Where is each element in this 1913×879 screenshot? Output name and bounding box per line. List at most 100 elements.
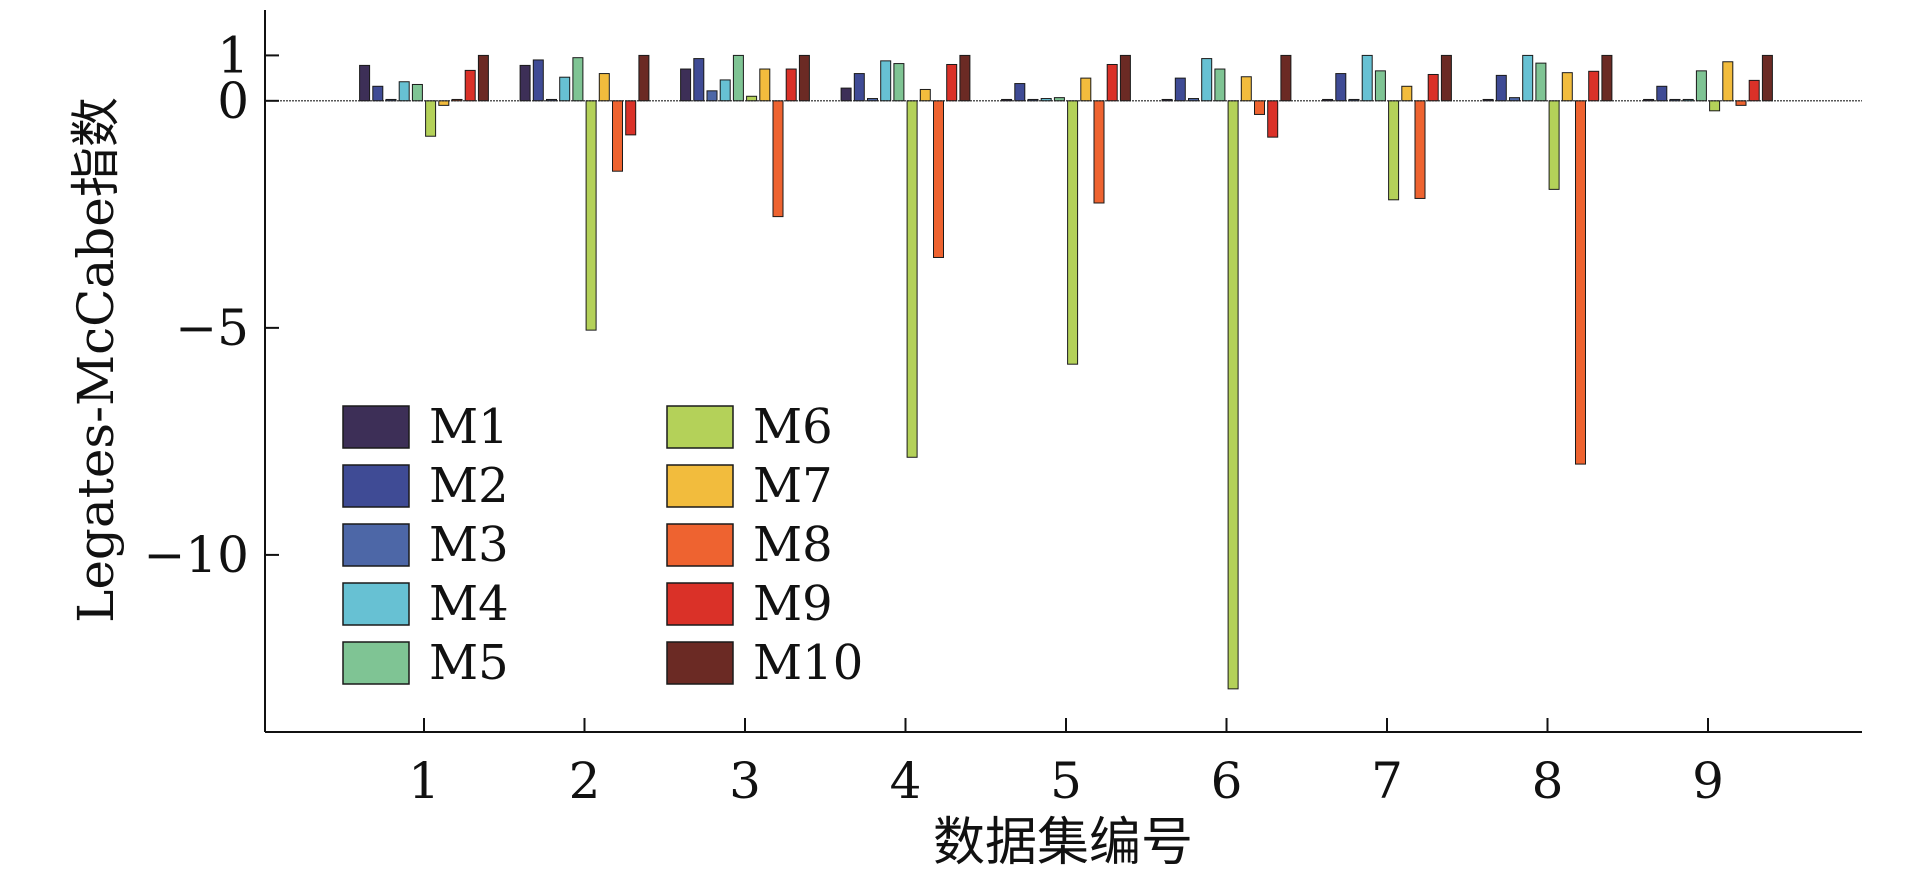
bar-m2-dataset-1 [372, 85, 384, 102]
bar-m7-dataset-2 [598, 73, 610, 102]
bar-m8-dataset-2 [612, 100, 623, 172]
y-tick-label: −10 [143, 526, 249, 584]
bar-m1-dataset-6 [1161, 98, 1173, 102]
bar-m2-dataset-5 [1014, 83, 1026, 102]
bar-m8-dataset-7 [1414, 100, 1426, 199]
bar-m10-dataset-7 [1440, 54, 1452, 102]
bar-m7-dataset-1 [438, 100, 450, 106]
legend-label-m1: M1 [429, 399, 509, 455]
legend-swatch-m10 [666, 641, 734, 685]
bar-m4-dataset-3 [719, 79, 731, 102]
bar-m5-dataset-9 [1695, 70, 1707, 102]
bar-m9-dataset-1 [464, 69, 476, 102]
bar-m6-dataset-2 [585, 100, 597, 331]
bar-m9-dataset-8 [1588, 70, 1600, 102]
legend-swatch-m1 [342, 405, 410, 449]
bar-m5-dataset-2 [572, 57, 584, 102]
bar-m6-dataset-9 [1709, 100, 1721, 112]
legend-swatch-m4 [342, 582, 410, 626]
bar-m10-dataset-5 [1119, 54, 1131, 102]
legend-swatch-m8 [666, 523, 734, 567]
x-tick-label: 3 [729, 752, 761, 810]
bar-m4-dataset-8 [1522, 54, 1534, 102]
legend-swatch-m9 [666, 582, 734, 626]
x-tick-label: 6 [1211, 752, 1243, 810]
bar-m7-dataset-6 [1240, 76, 1252, 102]
bar-m7-dataset-8 [1561, 72, 1573, 102]
bar-m10-dataset-4 [959, 54, 971, 102]
bar-m5-dataset-4 [893, 63, 905, 102]
bar-m5-dataset-7 [1374, 70, 1386, 102]
bar-m6-dataset-6 [1227, 100, 1239, 690]
x-tick-label: 7 [1371, 752, 1403, 810]
bar-m5-dataset-6 [1214, 68, 1226, 102]
y-tick-label: −5 [175, 299, 249, 357]
legend-swatch-m2 [342, 464, 410, 508]
bar-m8-dataset-3 [772, 100, 784, 218]
bar-m7-dataset-4 [919, 88, 931, 102]
bar-m2-dataset-3 [693, 58, 705, 102]
legend-swatch-m5 [342, 641, 410, 685]
legend-label-m4: M4 [429, 576, 509, 632]
x-tick-label: 2 [569, 752, 601, 810]
x-tick-label: 9 [1692, 752, 1724, 810]
bar-m10-dataset-8 [1601, 54, 1613, 102]
x-axis-label: 数据集编号 [933, 813, 1193, 873]
bar-m5-dataset-1 [411, 83, 423, 102]
legend-swatch-m6 [666, 405, 734, 449]
bar-m10-dataset-1 [477, 54, 489, 102]
y-tick-label: 1 [217, 26, 249, 84]
bar-m4-dataset-7 [1361, 54, 1373, 102]
bar-m1-dataset-2 [519, 64, 531, 102]
bar-m9-dataset-7 [1427, 73, 1439, 102]
plot-area [359, 54, 1773, 690]
bar-m1-dataset-3 [680, 68, 692, 102]
bar-m9-dataset-3 [785, 68, 797, 102]
bar-m6-dataset-7 [1388, 100, 1400, 201]
bar-m2-dataset-2 [532, 59, 544, 102]
bar-m1-dataset-4 [840, 87, 852, 102]
legend-label-m6: M6 [753, 399, 833, 455]
bar-m4-dataset-6 [1201, 58, 1213, 102]
bar-m10-dataset-2 [638, 54, 650, 102]
bar-m6-dataset-4 [906, 100, 918, 458]
x-tick-label: 1 [408, 752, 440, 810]
bar-m7-dataset-5 [1080, 77, 1092, 102]
bar-m10-dataset-6 [1280, 54, 1292, 102]
bar-m6-dataset-1 [425, 100, 437, 137]
legend-label-m10: M10 [753, 635, 863, 691]
bar-m9-dataset-4 [946, 63, 958, 102]
y-axis-label: Legates-McCabe指数 [67, 97, 125, 623]
bar-m10-dataset-9 [1761, 54, 1773, 102]
x-tick-label: 5 [1050, 752, 1082, 810]
bar-m8-dataset-9 [1735, 100, 1747, 106]
bar-m9-dataset-2 [625, 100, 637, 136]
bar-m6-dataset-8 [1548, 100, 1560, 190]
legend-label-m2: M2 [429, 458, 509, 514]
bar-m4-dataset-4 [880, 60, 892, 102]
x-tick-label: 8 [1532, 752, 1564, 810]
bar-m7-dataset-7 [1401, 85, 1413, 102]
bar-m1-dataset-8 [1482, 98, 1494, 102]
legend-label-m7: M7 [753, 458, 833, 514]
bar-m5-dataset-8 [1535, 62, 1547, 102]
bar-m7-dataset-9 [1722, 61, 1734, 102]
bar-m8-dataset-5 [1093, 100, 1105, 204]
bar-m2-dataset-9 [1656, 85, 1668, 102]
bar-m2-dataset-6 [1174, 77, 1186, 102]
legend-label-m5: M5 [429, 635, 509, 691]
bar-m2-dataset-8 [1495, 74, 1507, 102]
y-tick-label: 0 [217, 72, 249, 130]
bar-m7-dataset-3 [759, 68, 771, 102]
bar-m6-dataset-3 [746, 95, 758, 102]
bar-m2-dataset-7 [1335, 73, 1347, 102]
bar-m1-dataset-1 [359, 64, 371, 102]
axes: 10−5−101 2 3 4 5 6 7 8 9 [143, 10, 1862, 810]
legend-label-m8: M8 [753, 517, 833, 573]
legend-label-m9: M9 [753, 576, 833, 632]
bar-m9-dataset-6 [1267, 100, 1279, 138]
legend-swatch-m3 [342, 523, 410, 567]
